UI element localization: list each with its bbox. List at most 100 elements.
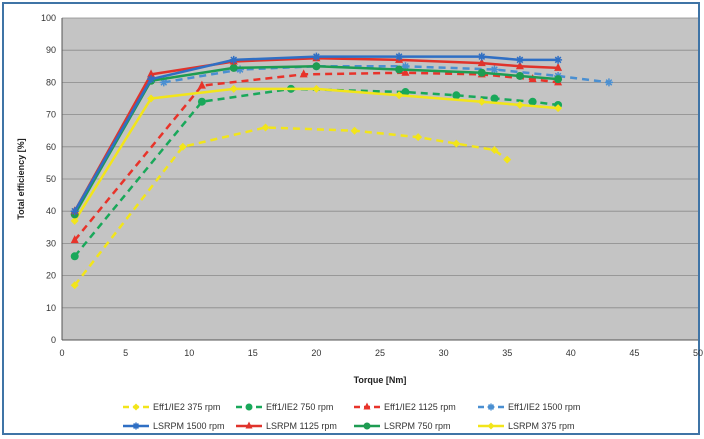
legend-label: Eff1/IE2 1500 rpm: [508, 402, 580, 412]
data-point: [147, 69, 156, 78]
data-point: [312, 52, 321, 61]
legend-marker: [245, 403, 253, 411]
data-point: [477, 58, 486, 67]
legend-item: LSRPM 1500 rpm: [123, 421, 225, 431]
series-lsrpm-750-rpm: [70, 62, 563, 219]
data-point: [147, 94, 156, 103]
data-point: [401, 62, 410, 71]
x-tick-label: 0: [59, 348, 64, 358]
data-point: [229, 84, 238, 93]
legend-label: Eff1/IE2 1125 rpm: [384, 402, 456, 412]
series-lsrpm-375-rpm: [70, 84, 563, 225]
data-point: [452, 91, 461, 100]
y-tick-label: 10: [46, 303, 56, 313]
x-tick-labels: 0 5 10 15 20 25 30 35 40 45 50: [59, 348, 703, 358]
x-tick-label: 50: [693, 348, 703, 358]
data-series: [70, 52, 613, 290]
x-tick-label: 35: [502, 348, 512, 358]
data-point: [312, 84, 321, 93]
legend-label: LSRPM 1125 rpm: [266, 421, 337, 431]
legend-item: Eff1/IE2 375 rpm: [123, 402, 220, 412]
data-point: [395, 91, 404, 100]
y-axis-title: Total efficiency [%]: [16, 138, 26, 219]
data-point: [178, 142, 187, 151]
data-point: [236, 65, 245, 74]
legend-item: LSRPM 750 rpm: [354, 421, 451, 431]
data-point: [70, 281, 79, 290]
x-tick-label: 15: [248, 348, 258, 358]
y-tick-label: 0: [51, 335, 56, 345]
data-point: [197, 80, 206, 89]
x-tick-label: 45: [629, 348, 639, 358]
data-point: [554, 62, 563, 71]
legend-item: Eff1/IE2 1500 rpm: [478, 402, 580, 412]
legend-marker: [245, 421, 253, 429]
data-point: [604, 78, 613, 87]
data-point: [477, 52, 486, 61]
data-point: [159, 78, 168, 87]
series-line: [73, 87, 559, 222]
series-eff1-ie2-1125-rpm: [70, 67, 563, 244]
y-tick-label: 60: [46, 142, 56, 152]
data-point: [350, 126, 359, 135]
legend-label: Eff1/IE2 750 rpm: [266, 402, 333, 412]
data-point: [395, 52, 404, 61]
legend-marker: [487, 403, 495, 411]
data-point: [70, 235, 79, 244]
x-tick-label: 25: [375, 348, 385, 358]
y-tick-label: 90: [46, 45, 56, 55]
y-tick-label: 50: [46, 174, 56, 184]
data-point: [515, 100, 524, 109]
legend-marker: [487, 422, 495, 430]
x-axis-title: Torque [Nm]: [354, 375, 407, 385]
data-point: [197, 97, 206, 106]
data-point: [70, 207, 79, 216]
data-point: [554, 104, 563, 113]
x-tick-label: 10: [184, 348, 194, 358]
legend-item: Eff1/IE2 750 rpm: [236, 402, 333, 412]
data-point: [490, 94, 499, 103]
data-point: [515, 71, 524, 80]
data-point: [414, 133, 423, 142]
series-line: [73, 55, 559, 212]
data-point: [401, 88, 410, 97]
data-point: [395, 65, 404, 74]
legend-label: LSRPM 1500 rpm: [153, 421, 225, 431]
y-tick-label: 20: [46, 271, 56, 281]
legend-label: LSRPM 375 rpm: [508, 421, 575, 431]
y-tick-label: 100: [41, 13, 56, 23]
data-point: [477, 97, 486, 106]
series-eff1-ie2-375-rpm: [70, 123, 512, 290]
x-tick-label: 5: [123, 348, 128, 358]
legend-label: LSRPM 750 rpm: [384, 421, 451, 431]
legend-marker: [132, 422, 140, 430]
legend-item: Eff1/IE2 1125 rpm: [354, 402, 456, 412]
x-tick-label: 30: [439, 348, 449, 358]
data-point: [70, 216, 79, 225]
legend-label: Eff1/IE2 375 rpm: [153, 402, 220, 412]
x-tick-label: 20: [311, 348, 321, 358]
data-point: [554, 55, 563, 64]
data-point: [490, 65, 499, 74]
axes: [61, 18, 698, 341]
y-tick-label: 30: [46, 238, 56, 248]
y-tick-label: 40: [46, 206, 56, 216]
data-point: [312, 62, 321, 71]
data-point: [477, 68, 486, 77]
y-tick-label: 80: [46, 77, 56, 87]
data-point: [401, 67, 410, 76]
data-point: [261, 123, 270, 132]
data-point: [515, 61, 524, 70]
y-tick-labels: 0 10 20 30 40 50 60 70 80 90 100: [41, 13, 56, 345]
series-line: [73, 57, 559, 212]
y-tick-label: 70: [46, 110, 56, 120]
legend: Eff1/IE2 375 rpm Eff1/IE2 750 rpm Eff1/IE2…: [123, 402, 580, 431]
legend-item: LSRPM 375 rpm: [478, 421, 575, 431]
legend-item: LSRPM 1125 rpm: [236, 421, 337, 431]
data-point: [528, 97, 537, 106]
data-point: [229, 55, 238, 64]
legend-marker: [363, 422, 371, 430]
data-point: [229, 63, 238, 72]
series-line: [73, 65, 559, 216]
